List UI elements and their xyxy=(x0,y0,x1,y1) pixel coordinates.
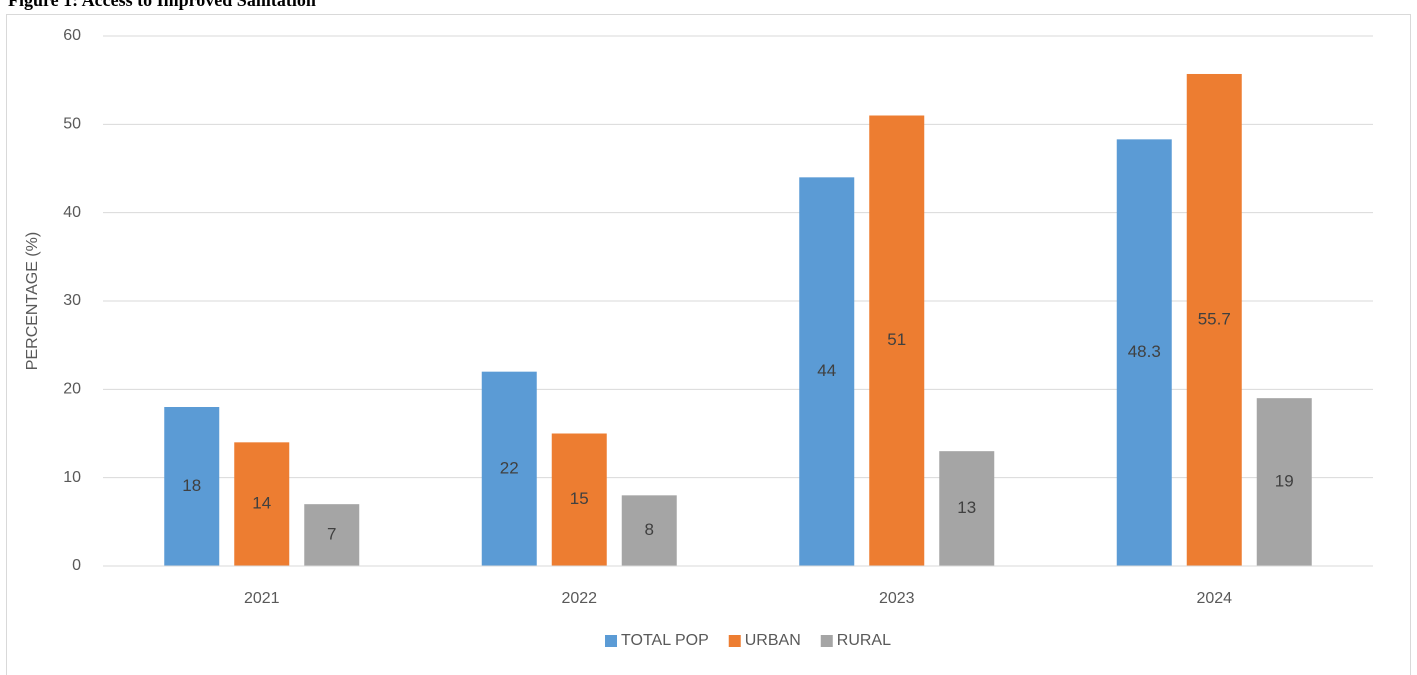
x-tick-label: 2022 xyxy=(561,590,597,607)
legend-item: URBAN xyxy=(728,632,801,649)
bar xyxy=(1186,73,1242,566)
legend: TOTAL POP URBAN RURAL xyxy=(605,632,891,649)
value-label: 7 xyxy=(327,525,336,544)
bar xyxy=(164,407,220,566)
y-tick-label: 40 xyxy=(63,204,81,221)
legend-swatch xyxy=(728,635,741,647)
x-tick-label: 2023 xyxy=(879,590,915,607)
value-label: 55.7 xyxy=(1198,309,1231,328)
bar xyxy=(1256,398,1312,566)
y-tick-label: 60 xyxy=(63,27,81,44)
value-label: 44 xyxy=(817,361,836,380)
bar xyxy=(799,177,855,567)
value-label: 18 xyxy=(182,476,201,495)
legend-item: RURAL xyxy=(820,632,891,649)
legend-label: URBAN xyxy=(745,632,801,649)
value-label: 22 xyxy=(500,458,519,477)
legend-item: TOTAL POP xyxy=(605,632,709,649)
x-tick-label: 2024 xyxy=(1196,590,1232,607)
value-label: 14 xyxy=(252,494,271,513)
value-label: 8 xyxy=(645,520,654,539)
bar xyxy=(234,442,290,566)
legend-swatch xyxy=(605,635,618,647)
value-label: 48.3 xyxy=(1128,342,1161,361)
value-label: 15 xyxy=(570,489,589,508)
y-tick-label: 20 xyxy=(63,381,81,398)
y-tick-label: 30 xyxy=(63,292,81,309)
y-tick-label: 10 xyxy=(63,469,81,486)
legend-label: TOTAL POP xyxy=(621,632,709,649)
bar xyxy=(1116,139,1172,566)
chart-title: Figure 1: Access to Improved Sanitation xyxy=(8,0,316,10)
bar xyxy=(481,371,537,566)
bar xyxy=(304,504,360,566)
bar xyxy=(621,495,677,566)
y-axis-label: PERCENTAGE (%) xyxy=(24,232,41,370)
x-tick-label: 2021 xyxy=(244,590,280,607)
y-tick-label: 50 xyxy=(63,116,81,133)
bar xyxy=(869,115,925,566)
legend-swatch xyxy=(820,635,833,647)
legend-label: RURAL xyxy=(837,632,891,649)
value-label: 13 xyxy=(957,498,976,517)
bar xyxy=(939,451,995,566)
value-label: 51 xyxy=(887,330,906,349)
value-label: 19 xyxy=(1275,472,1294,491)
y-tick-label: 0 xyxy=(72,557,81,574)
bar xyxy=(551,433,607,566)
